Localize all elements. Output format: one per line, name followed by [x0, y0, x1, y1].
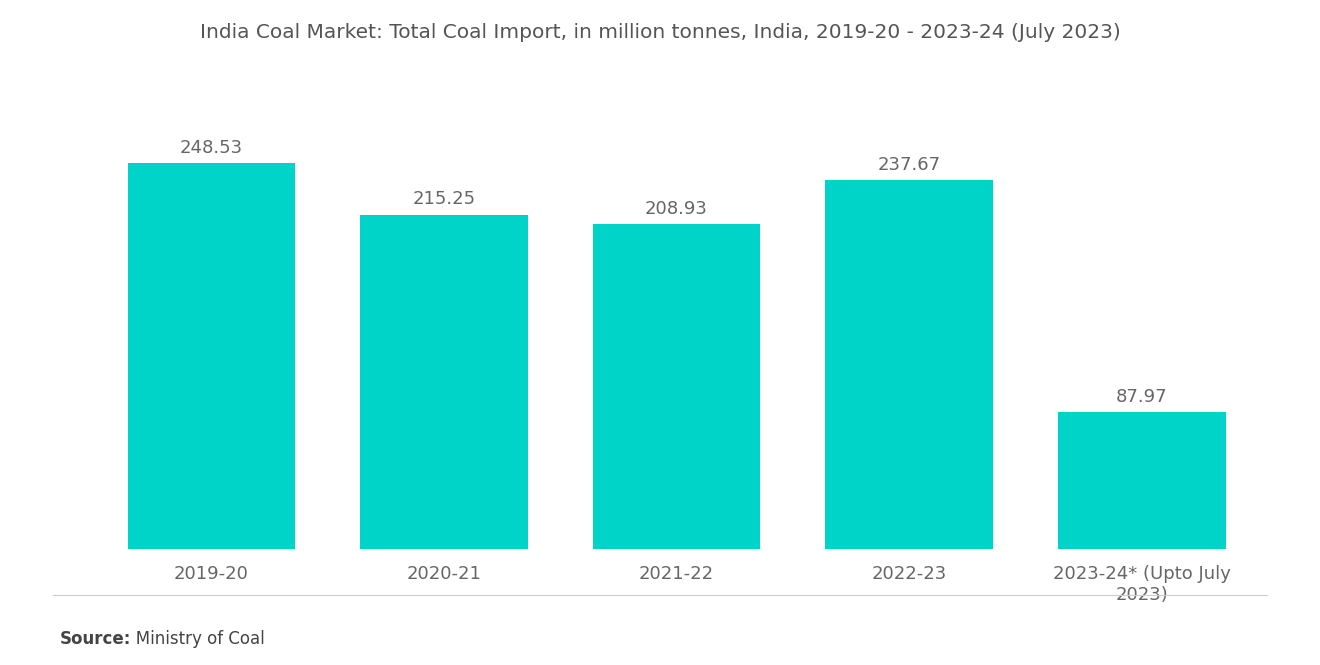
Text: Ministry of Coal: Ministry of Coal: [120, 630, 265, 648]
Bar: [1059, 412, 1225, 549]
Text: 215.25: 215.25: [412, 190, 475, 208]
Text: 208.93: 208.93: [645, 200, 708, 218]
Bar: [360, 215, 528, 549]
Text: India Coal Market: Total Coal Import, in million tonnes, India, 2019-20 - 2023-2: India Coal Market: Total Coal Import, in…: [199, 23, 1121, 43]
Bar: [593, 224, 760, 549]
Bar: [128, 163, 294, 549]
Text: 237.67: 237.67: [878, 156, 941, 174]
Text: 87.97: 87.97: [1115, 388, 1168, 406]
Text: 248.53: 248.53: [180, 139, 243, 157]
Text: Source:: Source:: [59, 630, 131, 648]
Bar: [825, 180, 993, 549]
